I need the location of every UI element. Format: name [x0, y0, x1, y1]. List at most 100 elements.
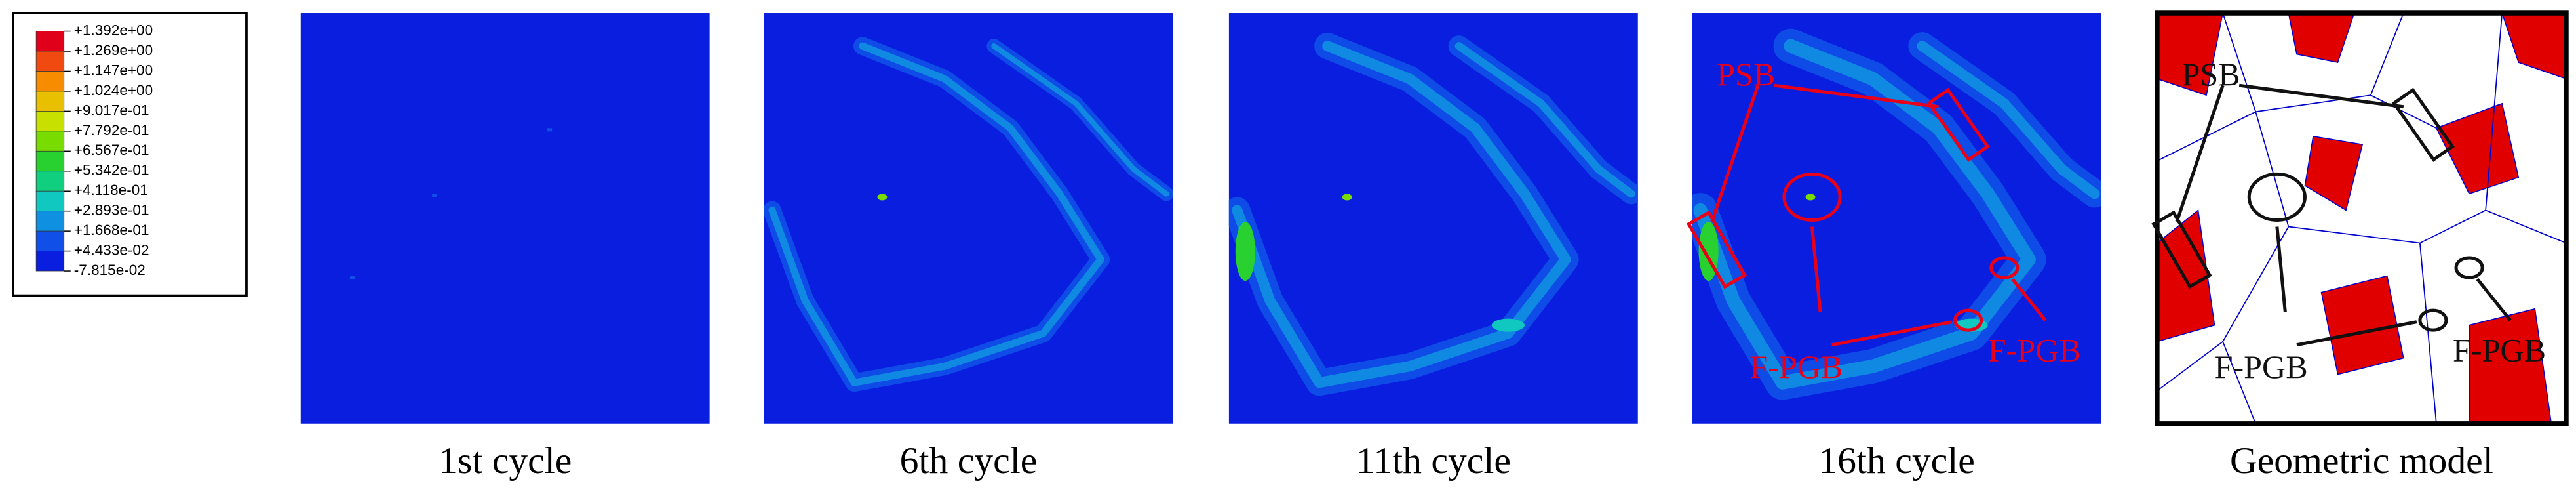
arrow [2296, 320, 2417, 347]
hot-spot [1342, 194, 1352, 201]
grain [2435, 102, 2520, 195]
legend-label: +5.342e-01 [74, 162, 149, 178]
grain [2320, 275, 2404, 375]
hot-spot [877, 194, 888, 201]
legend-label: +1.024e+00 [74, 82, 153, 98]
arrow [1774, 83, 1939, 109]
legend-label: +4.118e-01 [74, 182, 148, 198]
panel-content [1228, 13, 1638, 424]
legend-label: -7.815e-02 [74, 262, 146, 278]
contour-band [991, 43, 1169, 197]
grain [2156, 209, 2215, 342]
psb-box [2391, 87, 2455, 162]
legend-swatch [35, 71, 65, 92]
annotation-label: F-PGB [1749, 348, 1843, 385]
legend-label: +4.433e-02 [74, 242, 149, 258]
contour-band [1917, 41, 2100, 199]
pgb-mark [2454, 256, 2484, 279]
hot-spot [1235, 221, 1255, 281]
legend-label: +1.147e+00 [74, 62, 153, 78]
model-border [2155, 10, 2569, 426]
grain-boundary [2156, 341, 2223, 392]
legend-swatch [35, 91, 65, 112]
legend-swatch [35, 211, 65, 232]
legend-swatch [35, 190, 65, 212]
legend-label: +2.893e-01 [74, 202, 149, 218]
legend-swatch [35, 251, 65, 272]
speck [547, 128, 553, 132]
grain-boundary [2222, 111, 2290, 424]
legend-swatch [35, 31, 65, 52]
panel-caption: 6th cycle [900, 440, 1038, 482]
pgb-mark [2418, 308, 2448, 332]
panel-caption: 11th cycle [1356, 440, 1511, 482]
annotation-label: PSB [2181, 56, 2240, 93]
panel-content [764, 13, 1173, 424]
psb-box [1926, 87, 1990, 162]
arrow [2238, 83, 2404, 109]
legend-label: +1.269e+00 [74, 42, 153, 58]
arrow [2476, 278, 2512, 321]
legend-label: +1.392e+00 [74, 22, 153, 39]
panel [764, 13, 1173, 424]
panel-content [1692, 13, 2101, 424]
annotations [2151, 83, 2512, 347]
panel-caption: 1st cycle [439, 440, 572, 482]
legend-swatch [35, 150, 65, 172]
legend-label: +6.567e-01 [74, 142, 149, 158]
grain-boundary [2419, 243, 2437, 424]
panel [1228, 13, 1638, 424]
arrow [1831, 320, 1953, 347]
panel-content [2156, 13, 2566, 424]
annotation-label: PSB [1717, 56, 1775, 93]
annotation-label: F-PGB [2453, 332, 2546, 369]
legend-swatch [35, 230, 65, 251]
hot-spot [1491, 318, 1525, 332]
panel [2155, 10, 2569, 426]
legend: +1.392e+00 +1.269e+00 +1.147e+00 +1.024e+00… [35, 22, 153, 278]
legend-label: +9.017e-01 [74, 102, 149, 118]
arrow [2175, 85, 2225, 222]
contour-band [1454, 42, 1635, 198]
grain [2304, 135, 2364, 211]
psb-box [2151, 210, 2212, 289]
grain [2501, 13, 2566, 79]
speck [349, 276, 355, 279]
hot-spot [1805, 194, 1816, 201]
grain-boundary [2288, 209, 2566, 244]
legend-label: +7.792e-01 [74, 122, 149, 138]
panel-caption: 16th cycle [1818, 440, 1974, 482]
grain [2288, 13, 2355, 63]
pgb-mark [1782, 172, 1842, 222]
pgb-mark [1989, 256, 2020, 279]
panel-caption: Geometric model [2230, 440, 2493, 482]
grain-boundary [2370, 13, 2404, 96]
legend-swatch [35, 131, 65, 152]
speck [432, 194, 437, 197]
pgb-mark [2247, 172, 2307, 222]
legend-swatch [35, 51, 65, 72]
arrow [2275, 226, 2287, 312]
arrow [2011, 278, 2047, 321]
contour-bg [300, 13, 710, 424]
grain-boundary [2485, 13, 2503, 211]
grain [2156, 13, 2223, 96]
arrow [1810, 226, 1822, 312]
annotation-label: F-PGB [1988, 332, 2081, 369]
panel [1692, 13, 2101, 424]
legend-swatch [35, 111, 65, 132]
pgb-mark [1953, 308, 1983, 332]
panel [300, 13, 710, 424]
psb-box [1686, 210, 1747, 289]
annotation-label: F-PGB [2215, 348, 2308, 385]
arrow [1710, 85, 1760, 222]
panels: 1st cycle 6th cycle 11th cycle 16th cycle Ge… [300, 10, 2569, 482]
contour-band [1232, 41, 1571, 388]
legend-swatch [35, 171, 65, 192]
grain [2469, 308, 2552, 424]
legend-label: +1.668e-01 [74, 222, 149, 238]
contour-band [768, 42, 1104, 386]
annotations [1686, 83, 2047, 347]
panel-content [300, 13, 710, 424]
